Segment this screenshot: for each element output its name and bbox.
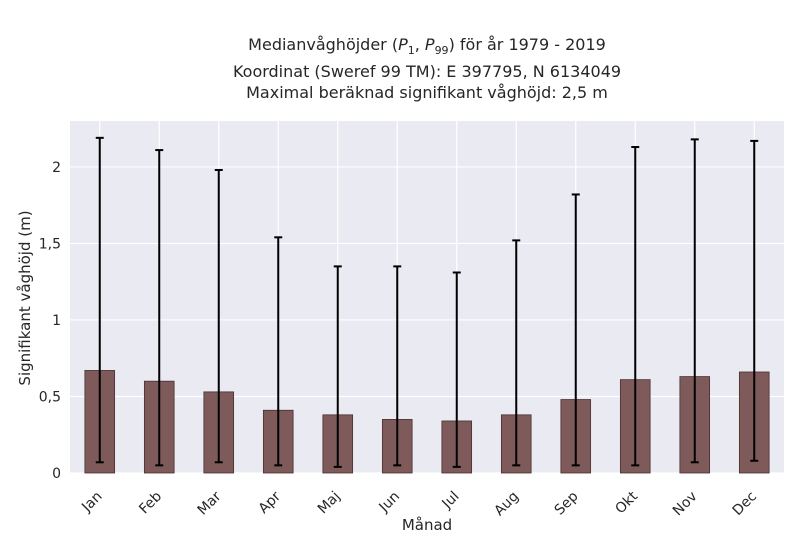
errorbar-maj bbox=[333, 265, 342, 468]
y-ticks: 0 0,5 1 1,5 2 bbox=[39, 160, 61, 482]
x-tick-label: Jan bbox=[78, 489, 105, 516]
x-tick-label: Aug bbox=[491, 489, 522, 520]
errorbar-jul bbox=[452, 271, 461, 468]
y-tick-label: 1 bbox=[52, 313, 61, 329]
title-line-3: Maximal beräknad signifikant våghöjd: 2,… bbox=[246, 83, 608, 103]
errorbar-jan bbox=[95, 136, 104, 464]
errorbar-okt bbox=[631, 146, 640, 467]
errorbar-feb bbox=[155, 149, 164, 467]
x-tick-label: Jun bbox=[376, 489, 403, 516]
errorbar-nov bbox=[690, 138, 699, 464]
x-tick-label: Okt bbox=[612, 488, 641, 517]
x-tick-label: Mar bbox=[195, 488, 225, 518]
errorbar-apr bbox=[274, 236, 283, 467]
x-tick-label: Nov bbox=[670, 489, 701, 520]
x-tick-label: Sep bbox=[552, 488, 582, 518]
title-line-2: Koordinat (Sweref 99 TM): E 397795, N 61… bbox=[232, 62, 622, 82]
x-tick-label: Apr bbox=[256, 488, 285, 517]
plot-background bbox=[70, 121, 784, 473]
errorbar-dec bbox=[750, 139, 759, 462]
y-tick-label: 0 bbox=[52, 466, 61, 482]
errorbar-jun bbox=[393, 265, 402, 467]
errorbar-aug bbox=[512, 239, 521, 467]
x-ticks: Jan Feb Mar Apr Maj Jun Jul Aug Sep Okt Nov Dec bbox=[78, 488, 760, 519]
error-bars bbox=[95, 136, 759, 468]
x-tick-label: Dec bbox=[730, 489, 760, 519]
x-tick-label: Feb bbox=[136, 488, 165, 517]
errorbar-mar bbox=[214, 168, 223, 464]
x-tick-label: Maj bbox=[315, 489, 344, 518]
y-axis-label: Signifikant våghöjd (m) bbox=[16, 210, 34, 386]
y-tick-label: 1,5 bbox=[39, 236, 61, 252]
title-line-1: Medianvåghöjder (P1, P99) för år 1979 - … bbox=[248, 35, 606, 58]
y-tick-label: 0,5 bbox=[39, 389, 61, 405]
errorbar-sep bbox=[571, 193, 580, 467]
x-axis-label: Månad bbox=[401, 516, 453, 534]
y-tick-label: 2 bbox=[52, 160, 61, 176]
chart-title: Medianvåghöjder (P1, P99) för år 1979 - … bbox=[70, 34, 784, 103]
x-tick-label: Jul bbox=[439, 489, 463, 513]
